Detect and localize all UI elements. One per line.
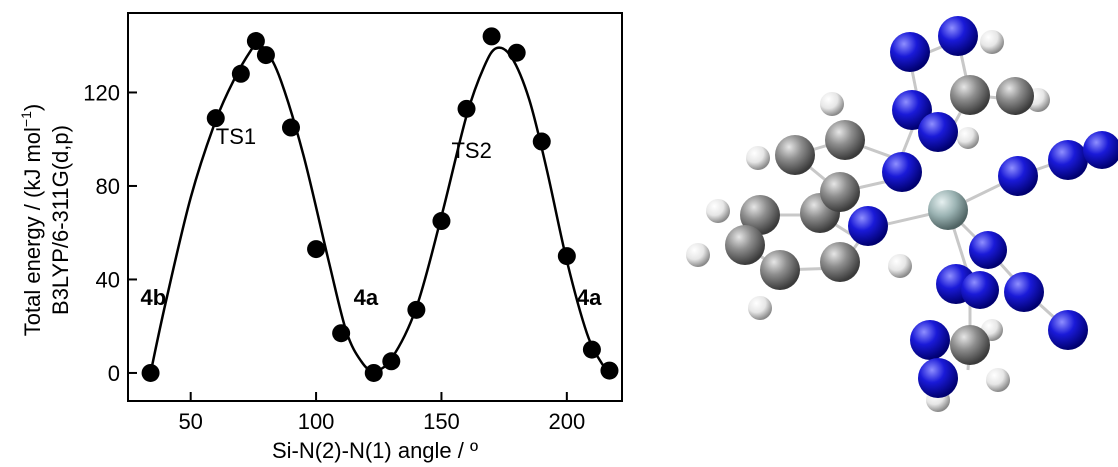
x-tick-label: 100 [298, 409, 335, 434]
molecule-structure [686, 16, 1118, 412]
data-point [141, 363, 160, 382]
carbon-atom [820, 242, 860, 282]
hydrogen-atom [888, 254, 912, 278]
carbon-atom [996, 77, 1034, 115]
nitrogen-atom [910, 320, 950, 360]
carbon-atom [950, 325, 990, 365]
x-tick-label: 150 [423, 409, 460, 434]
x-axis-title: Si-N(2)-N(1) angle / º [272, 438, 478, 463]
data-point [256, 46, 275, 65]
svg-text:Total energy / (kJ mol−1): Total energy / (kJ mol−1) [18, 104, 45, 336]
nitrogen-atom [1048, 140, 1088, 180]
carbon-atom [820, 172, 860, 212]
x-tick-label: 200 [548, 409, 585, 434]
data-point [332, 324, 351, 343]
data-point [432, 212, 451, 231]
nitrogen-atom [890, 32, 930, 72]
nitrogen-atom [1083, 131, 1118, 169]
y-tick-label: 80 [96, 174, 120, 199]
chart-annotations: TS1 TS2 4b 4a 4a [141, 124, 603, 310]
nitrogen-atom [882, 152, 922, 192]
data-point [557, 247, 576, 266]
data-point [307, 240, 326, 259]
hydrogen-atom [957, 127, 979, 149]
axis-ticks [128, 91, 568, 401]
carbon-atom [740, 195, 780, 235]
data-point [246, 32, 265, 51]
nitrogen-atom [918, 358, 958, 398]
data-points [141, 27, 619, 382]
nitrogen-atom [918, 112, 958, 152]
carbon-atom [825, 120, 865, 160]
data-point [532, 132, 551, 151]
y-tick-label: 0 [108, 361, 120, 386]
fit-curve [149, 44, 611, 374]
axis-tick-labels: 50 100 150 200 0 40 80 120 [83, 80, 585, 434]
hydrogen-atom [686, 243, 710, 267]
chart-annotation: TS2 [451, 138, 491, 163]
hydrogen-atom [746, 146, 770, 170]
data-point [206, 109, 225, 128]
carbon-atom [725, 225, 765, 265]
data-point [582, 340, 601, 359]
plot-frame [127, 12, 623, 402]
data-point [364, 363, 383, 382]
y-axis-title-close: ) [20, 104, 45, 111]
hydrogen-atom [986, 368, 1010, 392]
y-axis-title: Total energy / (kJ mol−1) [18, 104, 45, 336]
hydrogen-atom [706, 199, 730, 223]
hydrogen-atom [980, 30, 1004, 54]
nitrogen-atom [1004, 272, 1044, 312]
chart-annotation: TS1 [216, 124, 256, 149]
y-tick-label: 40 [96, 267, 120, 292]
data-point [407, 300, 426, 319]
carbon-atom [760, 250, 800, 290]
chart-annotation: 4a [354, 285, 379, 310]
data-point [231, 64, 250, 83]
carbon-atom [950, 75, 990, 115]
energy-profile-chart: 50 100 150 200 0 40 80 120 TS1 TS2 4b 4a 4a Si-N(2)… [18, 12, 623, 463]
hydrogen-atom [820, 92, 844, 116]
y-axis-title-superscript: −1 [18, 111, 34, 127]
nitrogen-atom [961, 271, 999, 309]
data-point [507, 43, 526, 62]
nitrogen-atom [1048, 310, 1088, 350]
hydrogen-atom [748, 296, 772, 320]
data-point [382, 352, 401, 371]
carbon-atoms [725, 75, 1034, 365]
y-axis-subtitle: B3LYP/6-311G(d,p) [48, 125, 73, 315]
nitrogen-atom [969, 231, 1007, 269]
data-point [457, 99, 476, 118]
nitrogen-atom [848, 206, 888, 246]
data-point [482, 27, 501, 46]
silicon-atom [928, 190, 968, 230]
nitrogen-atoms [848, 16, 1118, 398]
data-point [281, 118, 300, 137]
nitrogen-atom [998, 156, 1038, 196]
chart-annotation: 4b [141, 285, 167, 310]
y-axis-title-line1: Total energy / (kJ mol [20, 127, 45, 336]
svg-text:B3LYP/6-311G(d,p): B3LYP/6-311G(d,p) [48, 125, 73, 315]
y-tick-label: 120 [83, 80, 120, 105]
x-tick-label: 50 [178, 409, 202, 434]
data-point [600, 361, 619, 380]
nitrogen-atom [938, 16, 978, 56]
chart-annotation: 4a [577, 285, 602, 310]
carbon-atom [775, 135, 815, 175]
